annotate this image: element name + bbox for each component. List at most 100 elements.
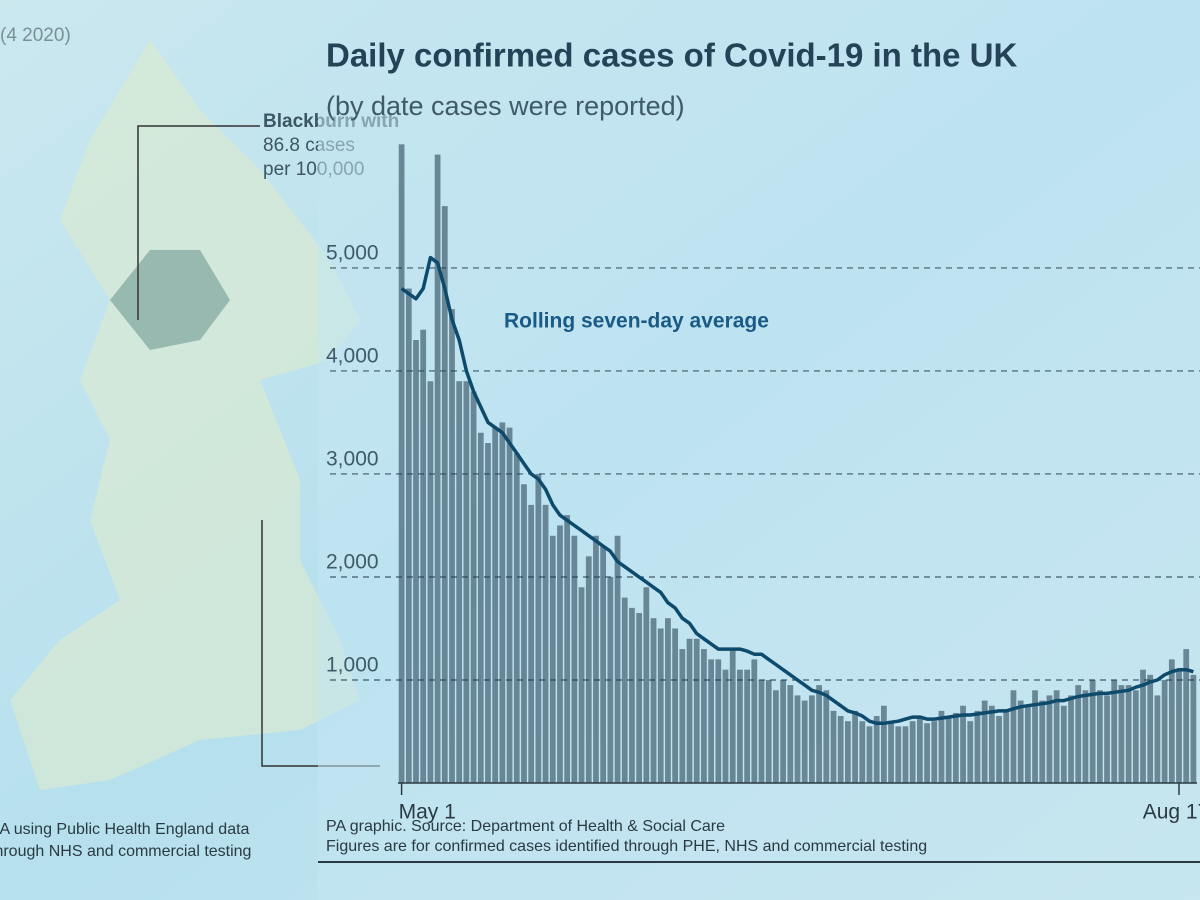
- x-tick-label: May 1: [399, 801, 456, 824]
- bar: [895, 726, 902, 783]
- map-source: through NHS and commercial testing: [0, 843, 251, 860]
- bar: [499, 422, 506, 783]
- bar: [657, 628, 664, 783]
- bar: [787, 685, 794, 783]
- bar: [852, 710, 858, 783]
- bar: [737, 669, 743, 783]
- bar: [521, 484, 527, 783]
- bar: [830, 710, 837, 783]
- bar: [809, 695, 815, 783]
- bar: [578, 587, 585, 783]
- bar: [801, 700, 808, 783]
- bar: [1068, 695, 1074, 783]
- x-tick-label: Aug 17: [1143, 801, 1200, 824]
- line: [400, 255, 1194, 726]
- bar: [607, 576, 614, 783]
- bar: [765, 679, 772, 783]
- bar: [988, 705, 995, 783]
- bar: [542, 504, 549, 783]
- bar: [996, 716, 1002, 783]
- bar: [679, 649, 686, 783]
- bar: [1003, 710, 1010, 783]
- bar: [1082, 690, 1089, 783]
- bar: [492, 427, 499, 783]
- bar: [916, 716, 923, 783]
- bar: [981, 700, 988, 783]
- bar: [600, 546, 607, 783]
- bar: [952, 712, 959, 783]
- map-leader: [137, 125, 260, 320]
- bar: [513, 453, 520, 783]
- bar: [549, 535, 556, 783]
- bar: [1125, 685, 1132, 783]
- bar: [924, 723, 930, 783]
- bar: [593, 535, 599, 783]
- bar: [621, 597, 628, 783]
- bar: [1176, 669, 1182, 783]
- line-annotation: Rolling seven-day average: [504, 310, 769, 333]
- map-region: [110, 250, 230, 350]
- bar: [1053, 690, 1060, 783]
- bar: [477, 432, 484, 783]
- bar: [722, 669, 729, 783]
- y-tick-label: 1,000: [326, 654, 379, 677]
- bar: [1046, 695, 1053, 783]
- bar: [449, 309, 455, 783]
- bar: [1168, 659, 1175, 783]
- bar: [1032, 690, 1038, 783]
- chart-subtitle: (by date cases were reported): [326, 91, 685, 121]
- y-tick-label: 2,000: [326, 551, 379, 574]
- bar: [701, 649, 707, 783]
- y-tick-label: 4,000: [326, 344, 379, 367]
- bar: [665, 618, 671, 783]
- bar: [528, 504, 535, 783]
- bar: [902, 726, 909, 783]
- bar: [1140, 669, 1146, 783]
- bar: [614, 535, 621, 783]
- bar: [686, 638, 693, 783]
- bar: [967, 721, 974, 783]
- bar: [1096, 690, 1103, 783]
- bar: [557, 525, 563, 783]
- bar: [643, 587, 650, 783]
- bar: [650, 618, 657, 783]
- bar: [1147, 674, 1154, 783]
- bar: [506, 427, 513, 783]
- bar: [794, 695, 801, 783]
- bar: [1183, 649, 1190, 783]
- bar: [888, 721, 894, 783]
- bar: [938, 710, 945, 783]
- bar: [693, 638, 700, 783]
- bar: [456, 381, 463, 783]
- bar: [1089, 679, 1096, 783]
- map-shape: [10, 40, 360, 790]
- bar: [845, 721, 851, 783]
- bar: [931, 721, 938, 783]
- bar: [1161, 679, 1168, 783]
- bar: [816, 685, 822, 783]
- bar: [1154, 695, 1161, 783]
- bar: [1010, 690, 1017, 783]
- bar: [636, 613, 643, 783]
- bar: [413, 340, 419, 783]
- bar: [880, 705, 887, 783]
- bar: [751, 659, 758, 783]
- y-tick-label: 5,000: [326, 241, 379, 264]
- bar: [1104, 695, 1110, 783]
- chart-title: Daily confirmed cases of Covid-19 in the…: [326, 37, 1018, 74]
- bar: [441, 206, 448, 784]
- bar: [1132, 690, 1139, 783]
- bar: [1111, 679, 1118, 783]
- bar: [909, 721, 916, 783]
- bar: [434, 154, 441, 784]
- bar: [564, 515, 571, 783]
- bar: [1017, 700, 1024, 783]
- source: PA graphic. Source: Department of Health…: [326, 818, 725, 835]
- bar: [859, 721, 866, 783]
- bar: [1190, 674, 1197, 783]
- bar: [672, 628, 679, 783]
- map-date: (4 2020): [0, 25, 71, 46]
- bar: [1039, 700, 1046, 783]
- bar: [463, 381, 470, 783]
- bar: [585, 556, 592, 783]
